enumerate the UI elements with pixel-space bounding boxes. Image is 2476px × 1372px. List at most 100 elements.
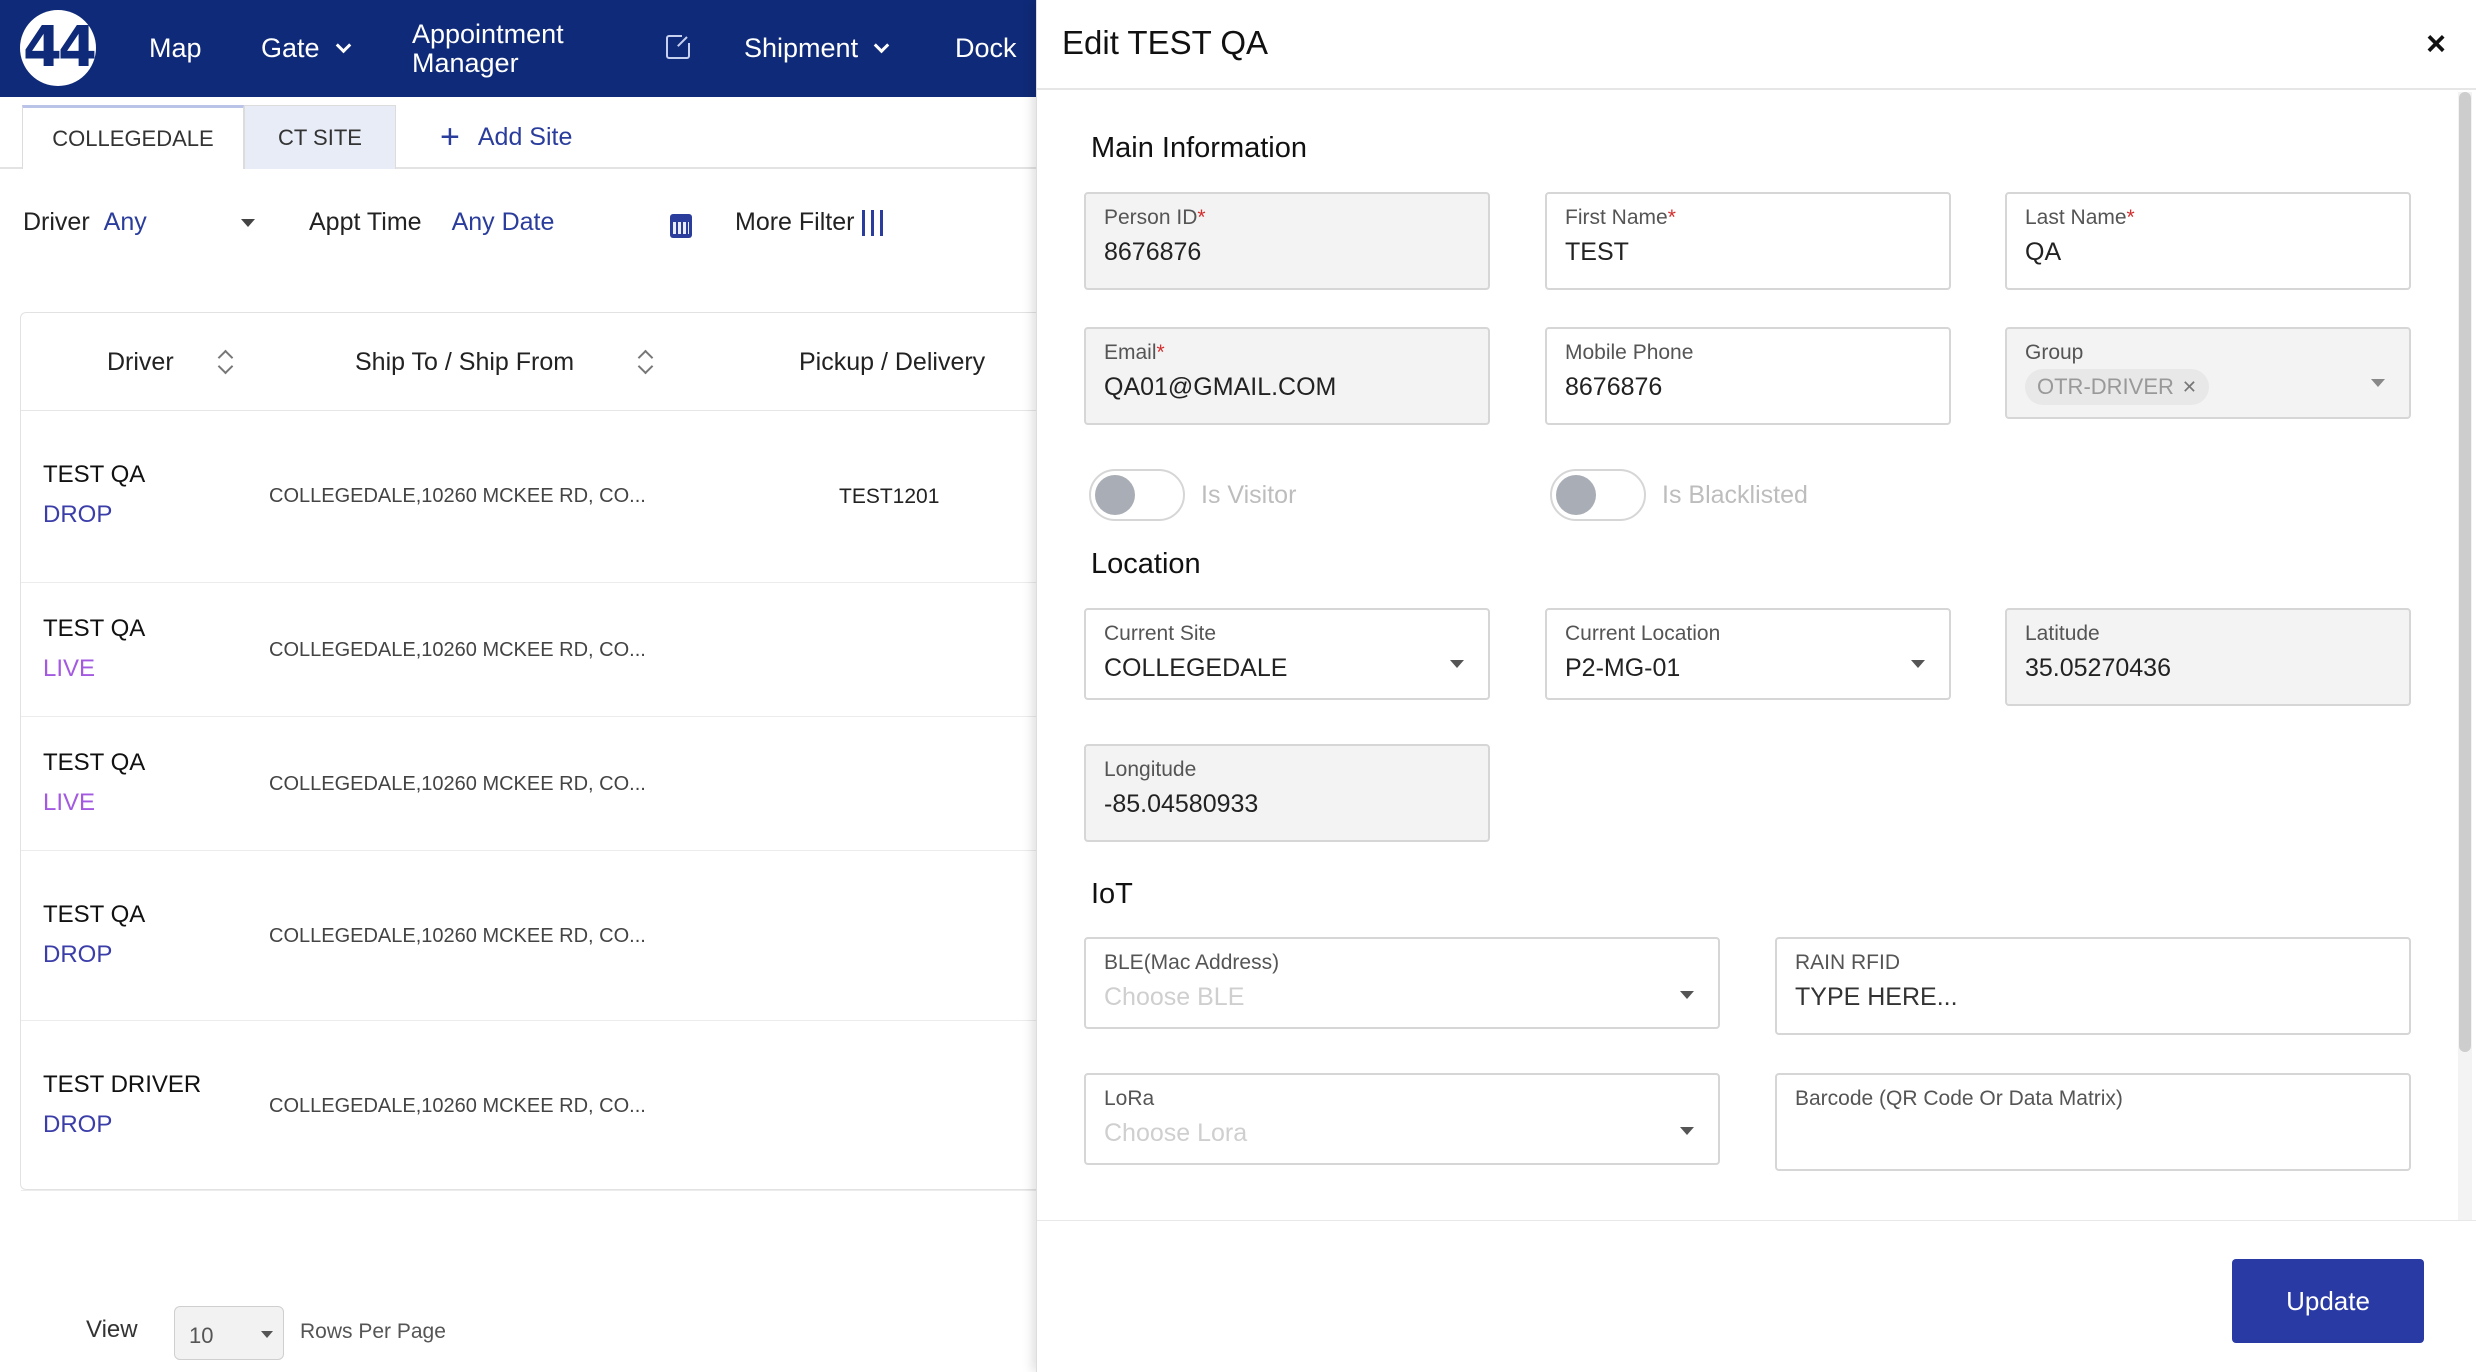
mobile-phone-input[interactable]: [1565, 373, 1887, 402]
lora-select[interactable]: LoRa Choose Lora: [1084, 1073, 1720, 1165]
drawer-header: Edit TEST QA ×: [1037, 0, 2476, 90]
tab-ct-site[interactable]: CT SITE: [244, 105, 396, 169]
external-link-icon[interactable]: [666, 33, 692, 59]
nav-item-label: Shipment: [744, 33, 859, 63]
app-logo[interactable]: 44: [20, 10, 97, 86]
barcode-field[interactable]: Barcode (QR Code Or Data Matrix): [1775, 1073, 2411, 1171]
field-label: Latitude: [2025, 622, 2100, 645]
rows-per-page-label: Rows Per Page: [300, 1320, 446, 1343]
field-label: Mobile Phone: [1565, 341, 1694, 364]
more-filter-label: More Filter: [735, 208, 855, 236]
first-name-input[interactable]: [1565, 238, 1887, 267]
email-field[interactable]: Email*: [1084, 327, 1490, 425]
person-id-input[interactable]: [1104, 238, 1426, 267]
column-header-driver[interactable]: Driver: [107, 313, 232, 411]
section-title-main: Main Information: [1091, 132, 1307, 164]
latitude-input[interactable]: [2025, 654, 2347, 683]
person-id-field[interactable]: Person ID*: [1084, 192, 1490, 290]
add-site-button[interactable]: + Add Site: [440, 117, 572, 157]
plus-icon: +: [440, 117, 460, 156]
table-row[interactable]: TEST QA LIVE COLLEGEDALE,10260 MCKEE RD,…: [21, 717, 1036, 851]
appointments-table: Driver Ship To / Ship From Pickup / Deli…: [20, 312, 1036, 1191]
toggle-switch[interactable]: [1089, 469, 1185, 521]
sort-icon[interactable]: [638, 349, 652, 375]
driver-name: TEST QA: [43, 615, 146, 642]
pickup-delivery: TEST1201: [839, 485, 940, 508]
rain-rfid-input[interactable]: [1795, 983, 2301, 1012]
field-label: Last Name*: [2025, 206, 2135, 229]
tab-collegedale[interactable]: COLLEGEDALE: [22, 105, 244, 169]
filter-bar: Driver Any Appt Time Any Date More Filte…: [0, 200, 1036, 252]
nav-item-appointment-manager[interactable]: Appointment Manager: [412, 0, 612, 97]
nav-item-label: Gate: [261, 33, 320, 63]
barcode-input[interactable]: [1795, 1119, 2301, 1148]
load-type: DROP: [43, 501, 113, 528]
table-row[interactable]: TEST DRIVER DROP COLLEGEDALE,10260 MCKEE…: [21, 1021, 1036, 1191]
add-site-label: Add Site: [477, 122, 573, 151]
field-label: Email*: [1104, 341, 1165, 364]
email-input[interactable]: [1104, 373, 1426, 402]
column-header-ship-to[interactable]: Ship To / Ship From: [355, 313, 652, 411]
table-row[interactable]: TEST QA DROP COLLEGEDALE,10260 MCKEE RD,…: [21, 411, 1036, 583]
view-label: View: [86, 1316, 138, 1343]
nav-item-shipment[interactable]: Shipment: [744, 0, 890, 97]
mobile-phone-field[interactable]: Mobile Phone: [1545, 327, 1951, 425]
caret-down-icon: [2371, 379, 2385, 387]
sort-icon[interactable]: [218, 349, 232, 375]
appt-time-value: Any Date: [451, 208, 555, 236]
site-tabs: COLLEGEDALE CT SITE + Add Site: [0, 97, 1036, 169]
column-header-pickup[interactable]: Pickup / Delivery: [799, 313, 985, 411]
column-header-label: Ship To / Ship From: [355, 347, 575, 376]
driver-cell: TEST QA LIVE: [43, 749, 145, 817]
rows-per-page-value: 10: [189, 1323, 214, 1348]
driver-filter[interactable]: Driver Any: [23, 208, 255, 237]
close-icon[interactable]: ×: [2426, 25, 2446, 63]
drawer-scrollbar[interactable]: [2458, 92, 2472, 1220]
group-chip: OTR-DRIVER ✕: [2025, 369, 2209, 405]
table-header: Driver Ship To / Ship From Pickup / Deli…: [21, 313, 1036, 411]
load-type: LIVE: [43, 655, 96, 682]
field-label: Longitude: [1104, 758, 1197, 781]
scrollbar-thumb[interactable]: [2459, 92, 2471, 1052]
update-button[interactable]: Update: [2232, 1259, 2424, 1343]
filter-sliders-icon: [862, 209, 885, 236]
latitude-field[interactable]: Latitude: [2005, 608, 2411, 706]
current-site-value: COLLEGEDALE: [1104, 654, 1288, 682]
caret-down-icon: [1680, 991, 1694, 999]
driver-name: TEST QA: [43, 749, 146, 776]
longitude-input[interactable]: [1104, 790, 1426, 819]
field-label: LoRa: [1104, 1087, 1155, 1110]
group-chip-label: OTR-DRIVER: [2037, 374, 2174, 399]
caret-down-icon: [261, 1331, 273, 1338]
load-type: DROP: [43, 1111, 113, 1138]
table-row[interactable]: TEST QA DROP COLLEGEDALE,10260 MCKEE RD,…: [21, 851, 1036, 1021]
toggle-switch[interactable]: [1550, 469, 1646, 521]
chip-remove-icon[interactable]: ✕: [2181, 376, 2197, 397]
group-select[interactable]: Group OTR-DRIVER ✕: [2005, 327, 2411, 419]
is-visitor-toggle[interactable]: Is Visitor: [1089, 469, 1296, 521]
appt-time-filter[interactable]: Appt Time Any Date: [309, 208, 554, 237]
rain-rfid-field[interactable]: RAIN RFID: [1775, 937, 2411, 1035]
nav-item-dock[interactable]: Dock: [955, 0, 1017, 97]
chevron-down-icon: [873, 37, 890, 54]
nav-item-map[interactable]: Map: [149, 0, 202, 97]
field-label: Person ID*: [1104, 206, 1206, 229]
pagination: View 10 Rows Per Page: [0, 1300, 1036, 1360]
table-row[interactable]: TEST QA LIVE COLLEGEDALE,10260 MCKEE RD,…: [21, 583, 1036, 717]
longitude-field[interactable]: Longitude: [1084, 744, 1490, 842]
nav-item-gate[interactable]: Gate: [261, 0, 351, 97]
last-name-field[interactable]: Last Name*: [2005, 192, 2411, 290]
field-label: Barcode (QR Code Or Data Matrix): [1795, 1087, 2123, 1110]
rows-per-page-select[interactable]: 10: [174, 1306, 284, 1360]
current-location-select[interactable]: Current Location P2-MG-01: [1545, 608, 1951, 700]
first-name-field[interactable]: First Name*: [1545, 192, 1951, 290]
edit-person-drawer: Edit TEST QA × Main Information Person I…: [1036, 0, 2476, 1372]
last-name-input[interactable]: [2025, 238, 2347, 267]
top-navigation: 44 Map Gate Appointment Manager Shipment…: [0, 0, 1036, 97]
ble-select[interactable]: BLE(Mac Address) Choose BLE: [1084, 937, 1720, 1029]
calendar-icon[interactable]: [670, 214, 692, 238]
field-label: Current Location: [1565, 622, 1721, 645]
is-blacklisted-toggle[interactable]: Is Blacklisted: [1550, 469, 1808, 521]
current-site-select[interactable]: Current Site COLLEGEDALE: [1084, 608, 1490, 700]
more-filter-button[interactable]: More Filter: [735, 208, 885, 237]
